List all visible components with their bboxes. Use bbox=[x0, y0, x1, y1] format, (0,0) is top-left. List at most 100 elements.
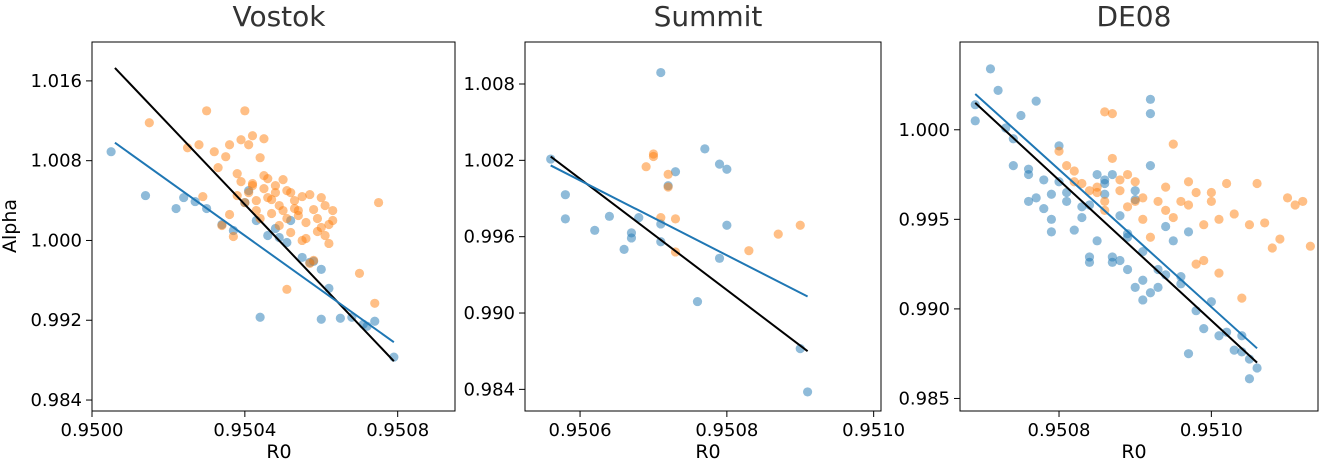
data-point bbox=[1145, 160, 1156, 171]
data-point bbox=[670, 167, 681, 177]
data-point bbox=[1145, 94, 1156, 104]
data-point bbox=[1039, 203, 1049, 214]
data-point bbox=[1115, 255, 1125, 266]
data-point bbox=[1305, 241, 1315, 251]
data-point bbox=[370, 298, 380, 308]
data-point bbox=[240, 106, 250, 116]
data-point bbox=[773, 229, 783, 239]
data-point bbox=[1168, 212, 1178, 223]
x-tick-label: 0.9508 bbox=[1028, 420, 1091, 441]
data-point bbox=[670, 214, 681, 224]
data-point bbox=[546, 154, 556, 164]
data-point bbox=[663, 169, 673, 179]
data-point bbox=[1122, 229, 1133, 239]
data-point bbox=[714, 159, 725, 169]
data-point bbox=[1267, 243, 1277, 253]
data-point bbox=[316, 222, 326, 233]
data-point bbox=[312, 213, 323, 224]
data-point bbox=[619, 244, 629, 255]
y-tick-label: 1.008 bbox=[463, 74, 515, 95]
data-point bbox=[1031, 193, 1041, 203]
data-point bbox=[316, 314, 326, 324]
data-point bbox=[795, 220, 805, 230]
data-point bbox=[328, 205, 338, 216]
data-point bbox=[1138, 275, 1148, 285]
data-point bbox=[255, 213, 265, 224]
y-tick-label: 0.995 bbox=[898, 209, 950, 230]
data-point bbox=[1145, 109, 1156, 119]
y-tick-label: 1.000 bbox=[898, 120, 950, 141]
plot-area: 0.9508 0.9510 0.985 0.990 0.995 1.000 bbox=[898, 41, 1319, 441]
data-point bbox=[1183, 200, 1194, 210]
data-point bbox=[1199, 324, 1209, 334]
data-point bbox=[714, 253, 725, 263]
data-point bbox=[274, 232, 284, 243]
y-axis-label: Alpha bbox=[0, 199, 21, 253]
data-point bbox=[1039, 175, 1049, 185]
data-point bbox=[1046, 227, 1057, 237]
fit-line bbox=[974, 93, 1258, 350]
data-point bbox=[1145, 232, 1156, 242]
data-point bbox=[232, 169, 242, 179]
data-point bbox=[1122, 169, 1133, 180]
data-point bbox=[354, 268, 365, 278]
data-point bbox=[324, 219, 334, 230]
data-point bbox=[1183, 349, 1194, 359]
data-point bbox=[744, 246, 754, 256]
fit-line bbox=[550, 155, 809, 352]
x-axis-label: R0 bbox=[266, 441, 291, 461]
data-point bbox=[198, 191, 208, 202]
data-point bbox=[656, 237, 666, 247]
data-point bbox=[320, 230, 330, 241]
data-point bbox=[1161, 205, 1171, 215]
data-point bbox=[278, 205, 288, 216]
data-point bbox=[1122, 202, 1133, 212]
data-point bbox=[656, 67, 666, 78]
data-point bbox=[1001, 123, 1011, 133]
panel-title: Summit bbox=[654, 0, 763, 33]
data-point bbox=[1023, 196, 1034, 207]
data-point bbox=[1153, 282, 1163, 293]
data-point bbox=[228, 231, 238, 242]
data-point bbox=[1214, 268, 1224, 278]
data-point bbox=[1221, 178, 1232, 189]
data-point bbox=[1191, 187, 1201, 198]
data-point bbox=[282, 237, 292, 248]
data-point bbox=[324, 238, 334, 249]
data-point bbox=[1046, 189, 1057, 199]
data-point bbox=[289, 195, 300, 206]
data-point bbox=[224, 140, 235, 150]
data-point bbox=[1077, 178, 1087, 189]
data-point bbox=[1252, 178, 1262, 189]
x-tick-label: 0.9510 bbox=[842, 420, 905, 441]
axes-frame bbox=[524, 41, 882, 412]
data-point bbox=[240, 197, 250, 208]
data-point bbox=[247, 131, 258, 141]
data-point bbox=[1100, 175, 1110, 185]
data-point bbox=[1069, 225, 1079, 235]
data-point bbox=[802, 387, 813, 397]
data-point bbox=[335, 313, 345, 323]
data-point bbox=[1191, 259, 1201, 269]
data-point bbox=[373, 197, 384, 208]
data-point bbox=[282, 284, 292, 294]
data-point bbox=[1092, 236, 1102, 246]
data-point bbox=[604, 211, 615, 221]
data-point bbox=[1183, 227, 1194, 237]
data-point bbox=[1290, 200, 1300, 210]
data-point bbox=[1115, 186, 1125, 196]
data-point bbox=[1214, 214, 1224, 224]
data-point bbox=[1100, 189, 1110, 199]
data-point bbox=[217, 220, 227, 231]
y-tick-label: 0.984 bbox=[463, 379, 515, 400]
data-point bbox=[1153, 196, 1163, 207]
data-point bbox=[305, 189, 315, 200]
data-point bbox=[270, 187, 281, 198]
data-point bbox=[1115, 175, 1125, 185]
data-point bbox=[293, 210, 303, 221]
x-tick-label: 0.9506 bbox=[549, 420, 612, 441]
data-point bbox=[722, 220, 732, 230]
data-point bbox=[1138, 295, 1148, 305]
data-point bbox=[1282, 193, 1293, 203]
data-point bbox=[221, 152, 231, 162]
